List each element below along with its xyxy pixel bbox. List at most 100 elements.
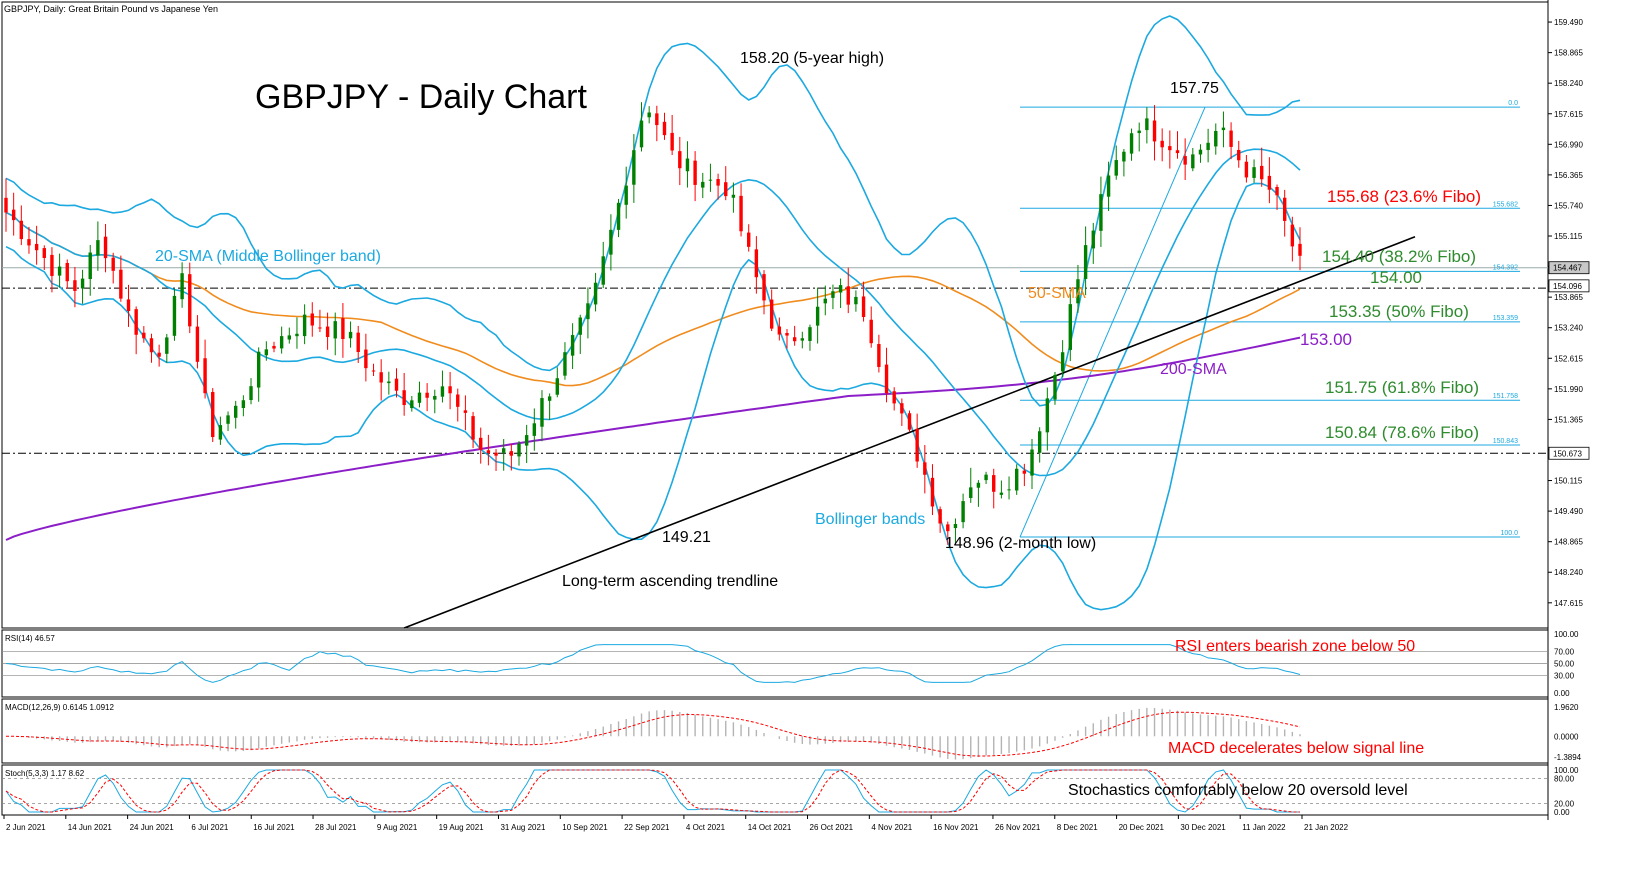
- candle-body: [1206, 142, 1210, 150]
- annotation-2month-low: 148.96 (2-month low): [945, 535, 1096, 552]
- candle-body: [578, 317, 582, 335]
- fibo-ratio-label: 151.758: [1493, 393, 1518, 400]
- candle-body: [433, 395, 437, 400]
- candle-body: [425, 392, 429, 398]
- candle-body: [1068, 304, 1072, 350]
- y-tick-label: 148.865: [1554, 538, 1583, 547]
- candle-body: [295, 333, 299, 337]
- candle-body: [747, 232, 751, 247]
- candle-body: [938, 509, 942, 524]
- candle-body: [249, 386, 253, 401]
- x-tick-label: 21 Jan 2022: [1304, 823, 1349, 832]
- candle-body: [256, 351, 261, 388]
- candle-body: [111, 257, 115, 271]
- candle-body: [379, 372, 383, 383]
- candle-body: [1229, 130, 1233, 147]
- candle-body: [632, 150, 636, 185]
- y-tick-label: 155.740: [1554, 201, 1583, 210]
- candle-body: [877, 344, 881, 367]
- candle-body: [892, 391, 896, 404]
- candle-body: [348, 331, 353, 339]
- candle-body: [739, 195, 743, 232]
- candle-body: [563, 352, 567, 376]
- x-tick-label: 24 Jun 2021: [130, 823, 175, 832]
- candle-body: [976, 482, 981, 488]
- candle-body: [371, 370, 376, 372]
- sub-tick-label: 30.00: [1554, 671, 1575, 680]
- candle-body: [754, 249, 759, 278]
- sub-tick-label: 80.00: [1554, 774, 1575, 783]
- candle-body: [272, 345, 276, 349]
- annotation-sma200: 200-SMA: [1160, 361, 1227, 378]
- candle-body: [808, 327, 812, 341]
- candle-body: [96, 240, 100, 256]
- x-tick-label: 10 Sep 2021: [562, 823, 608, 832]
- symbol-header: GBPJPY, Daily: Great Britain Pound vs Ja…: [4, 4, 218, 14]
- candle-body: [678, 151, 682, 169]
- candle-body: [823, 298, 827, 304]
- ascending-trendline: [403, 236, 1416, 629]
- candle-body: [907, 413, 912, 430]
- candle-body: [923, 462, 927, 475]
- candle-body: [50, 254, 54, 276]
- candle-body: [792, 337, 797, 342]
- x-tick-label: 16 Nov 2021: [933, 823, 979, 832]
- candle-body: [218, 425, 223, 440]
- candle-body: [387, 381, 391, 384]
- x-tick-label: 22 Sep 2021: [624, 823, 670, 832]
- candle-body: [869, 319, 873, 344]
- candle-body: [1091, 230, 1095, 249]
- candle-body: [961, 501, 965, 523]
- candle-body: [119, 269, 123, 299]
- candle-body: [1168, 146, 1172, 151]
- x-tick-label: 30 Dec 2021: [1180, 823, 1226, 832]
- x-tick-label: 9 Aug 2021: [377, 823, 418, 832]
- annotation-157-75: 157.75: [1170, 80, 1219, 97]
- y-tick-label: 148.240: [1554, 568, 1583, 577]
- candle-body: [195, 326, 200, 362]
- candle-body: [1137, 130, 1141, 134]
- candle-body: [1175, 150, 1180, 154]
- fibo-diagonal: [1019, 106, 1206, 538]
- candle-body: [1114, 160, 1118, 176]
- candle-body: [302, 314, 307, 337]
- candle-body: [884, 364, 889, 394]
- candle-body: [1244, 161, 1249, 178]
- candle-body: [517, 443, 521, 457]
- candle-body: [1145, 118, 1149, 131]
- candle-body: [1160, 140, 1164, 148]
- candle-body: [1267, 175, 1272, 190]
- candle-body: [42, 248, 46, 258]
- stoch-annotation: Stochastics comfortably below 20 oversol…: [1068, 782, 1408, 799]
- candle-body: [410, 400, 414, 409]
- candle-body: [318, 327, 322, 329]
- annotation-fibo-786: 150.84 (78.6% Fibo): [1325, 423, 1479, 442]
- candle-body: [226, 415, 230, 424]
- price-box-label: 150.673: [1553, 449, 1582, 458]
- sub-tick-label: 100.00: [1554, 630, 1579, 639]
- candle-body: [4, 197, 8, 213]
- candle-body: [1053, 374, 1057, 400]
- y-tick-label: 151.990: [1554, 385, 1583, 394]
- candle-body: [180, 273, 184, 300]
- candle-body: [1290, 224, 1295, 247]
- candle-body: [172, 295, 177, 336]
- candle-body: [356, 332, 360, 352]
- x-tick-label: 26 Oct 2021: [810, 823, 854, 832]
- candle-body: [234, 405, 238, 418]
- candle-body: [969, 487, 973, 498]
- rsi-line: [5, 644, 1301, 683]
- candle-body: [915, 428, 919, 462]
- price-box: [1548, 261, 1590, 275]
- candle-body: [540, 398, 544, 427]
- sub-tick-label: 0.00: [1554, 808, 1570, 817]
- candle-body: [670, 132, 674, 151]
- candle-body: [264, 349, 269, 356]
- sma200-line: [5, 336, 1301, 541]
- candle-body: [27, 239, 31, 246]
- stoch-d-line: [5, 769, 1300, 813]
- annotation-bollinger: Bollinger bands: [815, 511, 925, 528]
- price-box: [1548, 279, 1590, 293]
- candle-body: [1282, 197, 1287, 221]
